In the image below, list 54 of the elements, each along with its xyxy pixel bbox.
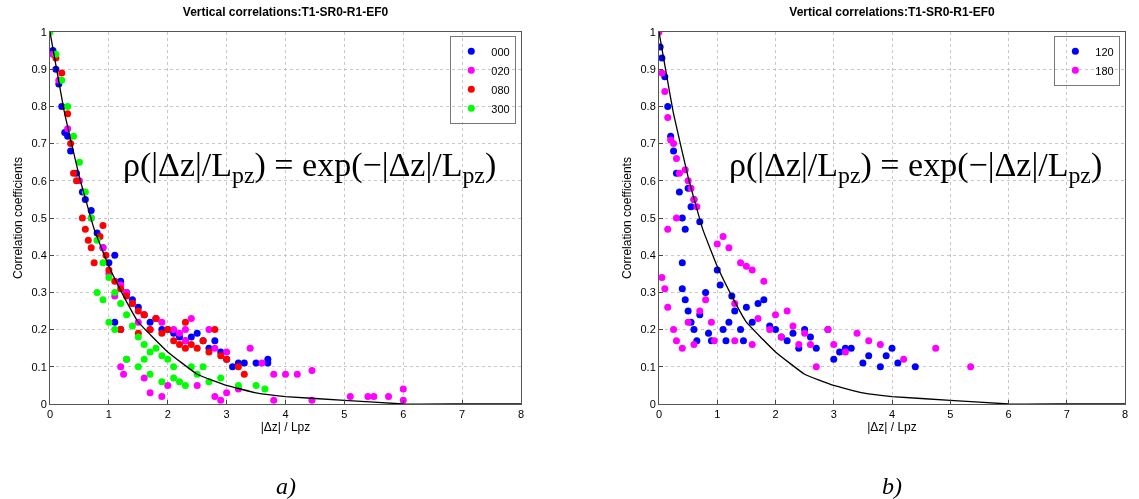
x-tick-label: 6 — [1005, 408, 1012, 421]
x-tick-label: 1 — [105, 408, 112, 421]
x-tick-label: 4 — [282, 408, 289, 421]
y-tick-label: 0.5 — [31, 211, 47, 224]
legend-label: 300 — [491, 102, 510, 115]
y-tick-label: 0.4 — [640, 249, 656, 262]
x-axis-title: |Δz| / Lpz — [260, 420, 311, 435]
y-tick-label: 0 — [649, 397, 656, 410]
x-tick-label: 4 — [888, 408, 896, 421]
legend-label: 080 — [491, 83, 510, 96]
annotation: ρ(|Δz|/L$_{pz}$) = exp(−|Δz|/L$_{pz}$) — [729, 146, 1103, 189]
legend-label: 000 — [491, 45, 510, 58]
y-tick-label: 0.2 — [640, 323, 656, 336]
y-tick-label: 0.3 — [640, 286, 656, 299]
y-tick-label: 0.9 — [31, 63, 47, 76]
y-axis-title: Correlation coefficients — [619, 157, 634, 279]
x-tick-label: 5 — [947, 408, 954, 421]
y-tick-label: 0.5 — [640, 211, 656, 224]
y-tick-label: 0 — [40, 397, 47, 410]
x-tick-label: 7 — [459, 408, 466, 421]
y-tick-label: 0.6 — [640, 174, 656, 187]
x-tick-label: 7 — [1063, 408, 1070, 421]
chart-title: Vertical correlations:T1-SR0-R1-EF0 — [789, 4, 996, 19]
text: b) — [882, 473, 902, 499]
y-tick-label: 0.6 — [31, 174, 47, 187]
y-tick-label: 0.1 — [640, 360, 656, 373]
x-axis-title: |Δz| / Lpz — [867, 420, 917, 435]
legend-label: 120 — [1095, 45, 1114, 58]
y-tick-label: 1 — [649, 25, 656, 38]
y-tick-label: 0.1 — [31, 360, 47, 373]
x-tick-label: 5 — [341, 408, 348, 421]
y-tick-label: 0.2 — [31, 323, 47, 336]
legend-label: 180 — [1095, 64, 1114, 77]
x-tick-label: 8 — [1121, 408, 1129, 421]
y-tick-label: 0.9 — [640, 63, 656, 76]
x-tick-label: 3 — [223, 408, 230, 421]
text: a) — [276, 473, 296, 499]
y-axis-title: Correlation coefficients — [10, 157, 25, 279]
y-tick-label: 0.4 — [31, 249, 47, 262]
y-tick-label: 0.7 — [31, 137, 47, 150]
annotation: ρ(|Δz|/L$_{pz}$) = exp(−|Δz|/L$_{pz}$) — [123, 146, 497, 189]
y-tick-label: 0.8 — [640, 100, 656, 113]
chart-title: Vertical correlations:T1-SR0-R1-EF0 — [182, 4, 389, 19]
y-tick-label: 1 — [40, 25, 47, 38]
x-tick-label: 2 — [164, 408, 171, 421]
y-tick-label: 0.7 — [640, 137, 656, 150]
x-tick-label: 1 — [714, 408, 721, 421]
x-tick-label: 3 — [830, 408, 837, 421]
x-tick-label: 8 — [517, 408, 525, 421]
y-tick-label: 0.3 — [31, 286, 47, 299]
x-tick-label: 6 — [400, 408, 407, 421]
legend-label: 020 — [491, 64, 510, 77]
y-tick-label: 0.8 — [31, 100, 47, 113]
x-tick-label: 2 — [772, 408, 779, 421]
